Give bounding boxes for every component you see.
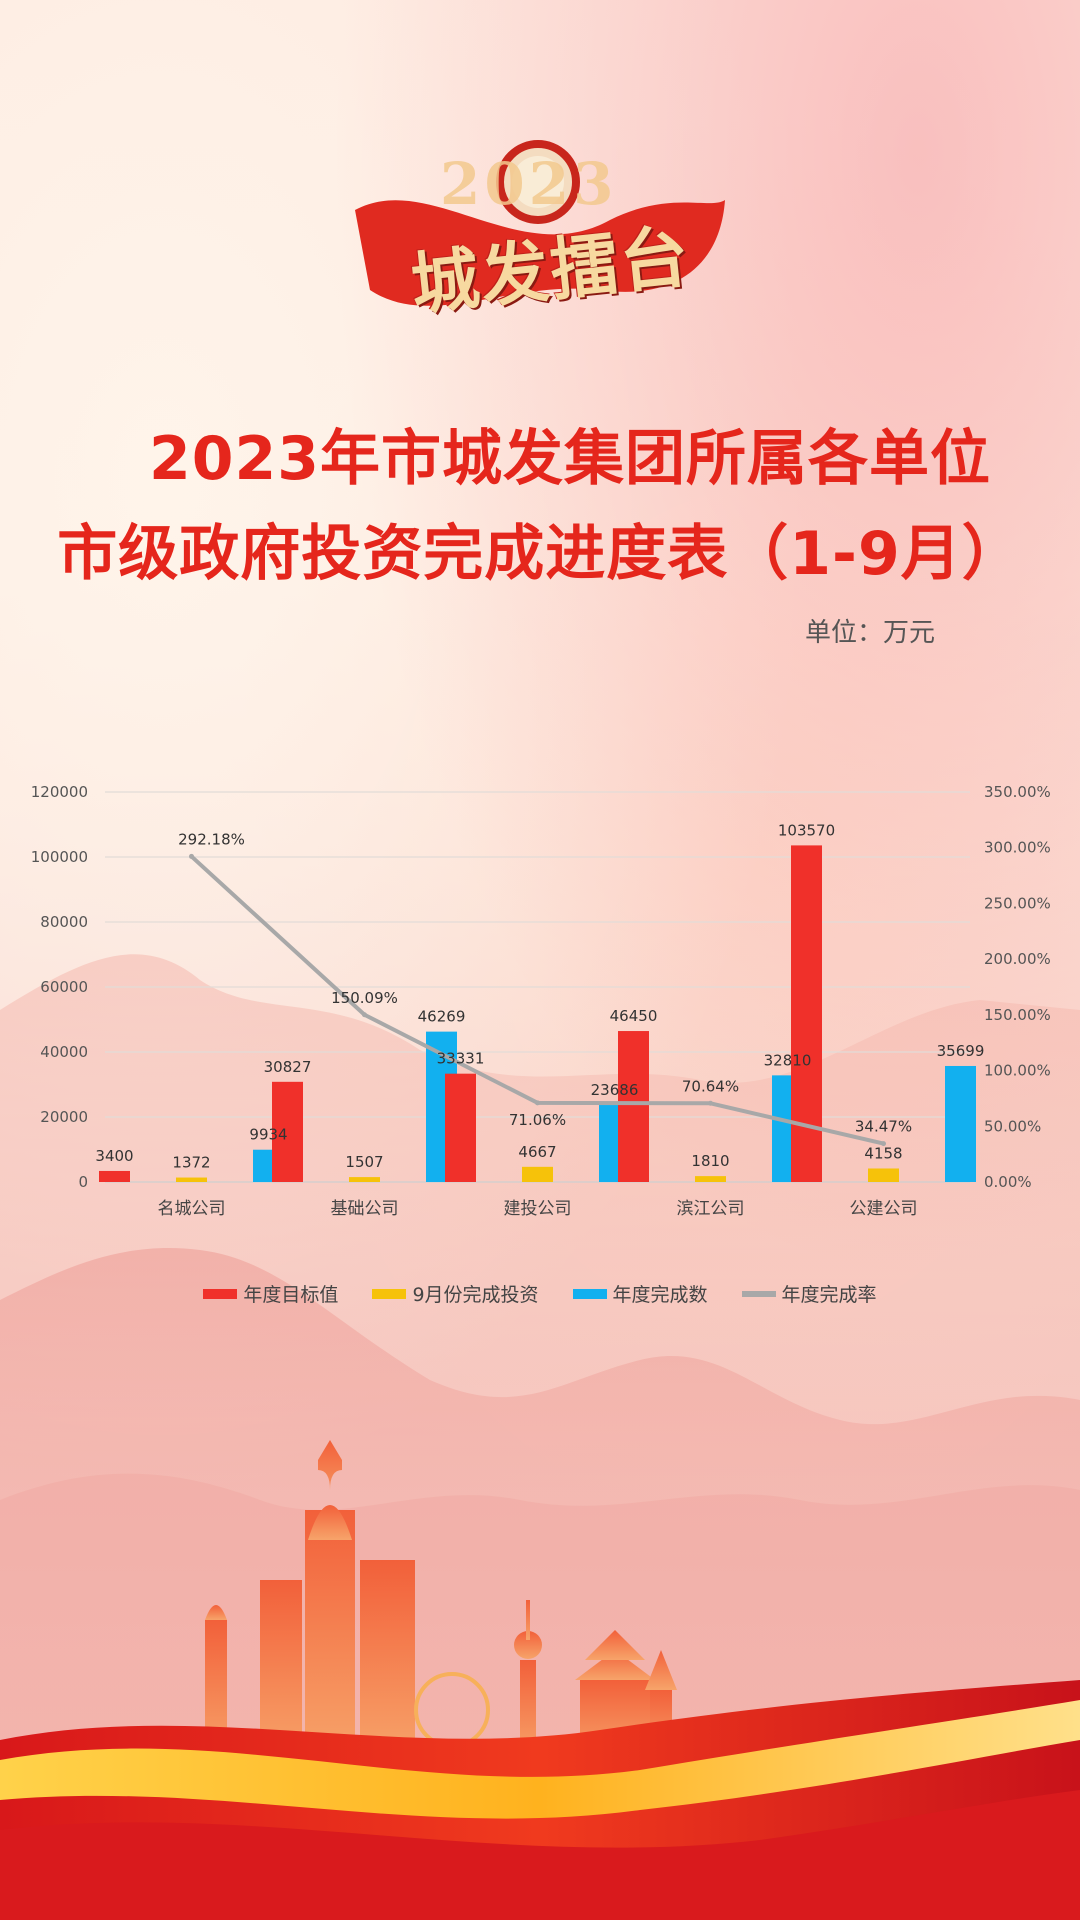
bar-value-label: 3400 bbox=[95, 1147, 133, 1165]
bar-value-label: 4158 bbox=[864, 1144, 902, 1162]
bar-value-label: 1810 bbox=[691, 1152, 729, 1170]
legend-swatch-september bbox=[372, 1288, 407, 1299]
rate-value-label: 150.09% bbox=[331, 989, 398, 1007]
y-left-tick-label: 60000 bbox=[40, 978, 88, 996]
bar-value-label: 35699 bbox=[937, 1042, 985, 1060]
x-category-label: 建投公司 bbox=[504, 1199, 572, 1219]
data-labels: 3400 1372 9934 30827 1507 46269 33331 4667 23686… bbox=[95, 821, 984, 1171]
legend-item-completed: 年度完成数 bbox=[572, 1280, 708, 1307]
y-left-tick-label: 100000 bbox=[31, 848, 88, 866]
legend-label-completed: 年度完成数 bbox=[612, 1284, 708, 1306]
legend-swatch-rate bbox=[741, 1290, 776, 1297]
rate-point bbox=[535, 1100, 540, 1106]
bar-value-label: 46450 bbox=[610, 1007, 658, 1025]
chart-legend: 年度目标值 9月份完成投资 年度完成数 年度完成率 bbox=[0, 1280, 1080, 1307]
unit-label: 单位：万元 bbox=[805, 618, 936, 648]
bar-september bbox=[176, 1177, 207, 1182]
rate-value-label: 292.18% bbox=[178, 830, 245, 848]
bar-value-label: 32810 bbox=[764, 1051, 812, 1069]
bar-september bbox=[349, 1177, 380, 1182]
rate-line bbox=[189, 853, 886, 1147]
page-title-line2: 市级政府投资完成进度表（1-9月） bbox=[57, 519, 1023, 589]
logo-year: 2023 bbox=[440, 150, 618, 218]
bar-target bbox=[272, 1081, 303, 1182]
y-right-tick-label: 150.00% bbox=[984, 1006, 1051, 1024]
y-right-tick-label: 200.00% bbox=[984, 950, 1051, 968]
legend-item-target: 年度目标值 bbox=[203, 1280, 338, 1307]
legend-swatch-target bbox=[203, 1288, 238, 1299]
legend-label-september: 9月份完成投资 bbox=[412, 1284, 539, 1306]
y-right-tick-label: 100.00% bbox=[984, 1062, 1051, 1080]
y-left-tick-label: 20000 bbox=[40, 1108, 88, 1126]
x-category-label: 基础公司 bbox=[331, 1199, 399, 1219]
x-category-label: 公建公司 bbox=[850, 1199, 918, 1219]
rate-point bbox=[362, 1012, 367, 1018]
bar-value-label: 30827 bbox=[264, 1058, 312, 1076]
bar-september bbox=[522, 1166, 553, 1182]
axis-ticks: 0 20000 40000 60000 80000 100000 120000 0.00% 50… bbox=[31, 783, 1051, 1219]
bars bbox=[99, 845, 976, 1182]
bar-target bbox=[445, 1073, 476, 1182]
bar-completed bbox=[945, 1065, 976, 1182]
legend-label-rate: 年度完成率 bbox=[781, 1284, 877, 1306]
legend-item-rate: 年度完成率 bbox=[741, 1280, 877, 1307]
bar-value-label: 46269 bbox=[418, 1008, 466, 1026]
event-logo: 2023 城发擂台 bbox=[350, 130, 730, 340]
y-right-tick-label: 350.00% bbox=[984, 783, 1051, 801]
legend-label-target: 年度目标值 bbox=[243, 1284, 339, 1306]
y-right-tick-label: 50.00% bbox=[984, 1117, 1041, 1135]
bar-value-label: 103570 bbox=[778, 821, 835, 839]
bar-value-label: 1372 bbox=[172, 1154, 210, 1172]
y-right-tick-label: 0.00% bbox=[984, 1173, 1032, 1191]
bar-value-label: 9934 bbox=[249, 1126, 287, 1144]
bar-value-label: 4667 bbox=[518, 1143, 556, 1161]
rate-point bbox=[708, 1100, 713, 1106]
y-left-tick-label: 80000 bbox=[40, 913, 88, 931]
city-skyline bbox=[205, 1440, 677, 1760]
rate-point bbox=[189, 853, 194, 859]
rate-point bbox=[881, 1141, 886, 1147]
rate-value-label: 71.06% bbox=[509, 1111, 566, 1129]
bar-value-label: 23686 bbox=[591, 1081, 639, 1099]
ribbon-red-lower bbox=[0, 1790, 1080, 1920]
bar-value-label: 1507 bbox=[345, 1153, 383, 1171]
y-left-tick-label: 0 bbox=[78, 1173, 88, 1191]
bar-september bbox=[868, 1168, 899, 1182]
bar-value-label: 33331 bbox=[437, 1050, 485, 1068]
legend-item-september: 9月份完成投资 bbox=[372, 1280, 539, 1307]
y-right-tick-label: 300.00% bbox=[984, 839, 1051, 857]
ribbon-gold bbox=[0, 1700, 1080, 1819]
x-category-label: 滨江公司 bbox=[677, 1199, 745, 1219]
page-title-line1: 2023年市城发集团所属各单位 bbox=[149, 424, 991, 494]
rate-value-label: 34.47% bbox=[855, 1118, 912, 1136]
bar-target bbox=[618, 1031, 649, 1182]
bar-september bbox=[695, 1176, 726, 1182]
legend-swatch-completed bbox=[572, 1288, 607, 1299]
y-left-tick-label: 120000 bbox=[31, 783, 88, 801]
y-left-tick-label: 40000 bbox=[40, 1043, 88, 1061]
bar-target bbox=[99, 1170, 130, 1182]
rate-value-label: 70.64% bbox=[682, 1077, 739, 1095]
y-right-tick-label: 250.00% bbox=[984, 894, 1051, 912]
bar-target bbox=[791, 845, 822, 1182]
x-category-label: 名城公司 bbox=[158, 1199, 226, 1219]
logo-ribbon-drum bbox=[355, 140, 725, 306]
